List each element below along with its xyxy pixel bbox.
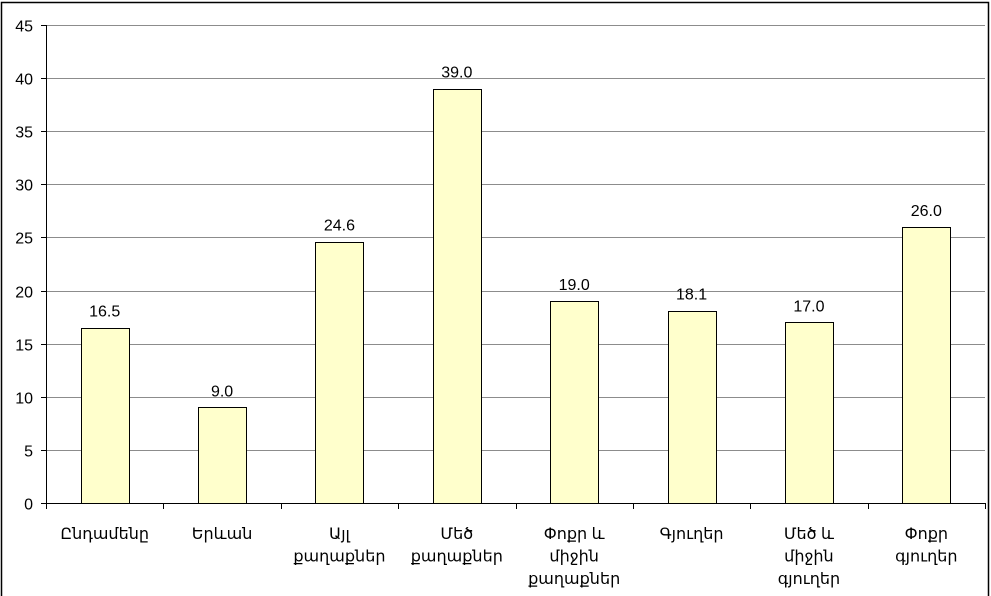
- category-label: Փոքր և միջին քաղաքներ: [528, 526, 620, 588]
- axes: [41, 25, 986, 509]
- category-label: Ընդամենը: [60, 526, 149, 543]
- data-labels: 16.5 9.0 24.6 39.0 19.0 18.1 17.0 26.0: [89, 65, 942, 401]
- y-tick-label: 40: [15, 72, 33, 89]
- y-tick-label: 30: [15, 178, 33, 195]
- category-label: Փոքր գյուղեր: [895, 526, 957, 566]
- category-label: Գյուղեր: [660, 526, 724, 543]
- bar: [785, 322, 834, 504]
- y-tick-label: 0: [24, 497, 33, 514]
- y-tick-label: 20: [15, 285, 33, 302]
- data-label: 26.0: [911, 203, 942, 220]
- data-label: 24.6: [324, 218, 355, 235]
- bar: [433, 89, 482, 504]
- y-tick-label: 45: [15, 19, 33, 36]
- data-label: 39.0: [441, 65, 472, 82]
- data-label: 17.0: [793, 298, 824, 315]
- category-label: Մեծ և միջին գյուղեր: [778, 526, 840, 588]
- y-tick-label: 10: [15, 391, 33, 408]
- data-label: 16.5: [89, 304, 120, 321]
- y-tick-label: 35: [15, 125, 33, 142]
- bar: [902, 227, 951, 504]
- bar: [668, 311, 717, 504]
- bar: [81, 328, 130, 504]
- bar: [315, 242, 364, 504]
- bar: [198, 407, 247, 504]
- data-label: 9.0: [211, 383, 233, 400]
- data-label: 19.0: [559, 277, 590, 294]
- data-label: 18.1: [676, 287, 707, 304]
- y-tick-label: 15: [15, 338, 33, 355]
- y-tick-label: 25: [15, 231, 33, 248]
- category-label: Մեծ քաղաքներ: [411, 526, 503, 566]
- y-tick-label: 5: [24, 444, 33, 461]
- bar: [550, 301, 599, 504]
- y-tick-labels: 0 5 10 15 20 25 30 35 40 45: [15, 19, 33, 514]
- category-label: Երևան: [192, 526, 253, 543]
- category-labels: Ընդամենը Երևան Այլ քաղաքներ Մեծ քաղաքներ Փոքր …: [60, 526, 957, 588]
- category-label: Այլ քաղաքներ: [293, 526, 385, 566]
